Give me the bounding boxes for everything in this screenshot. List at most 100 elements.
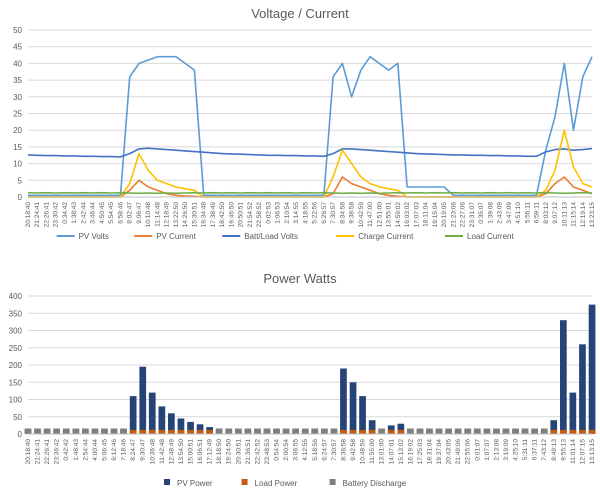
bar-battery-discharge (483, 428, 491, 434)
bar-battery-discharge (330, 428, 338, 434)
x-tick-label: 21:36:51 (245, 439, 252, 465)
x-tick-label: 8:03:12 (543, 202, 550, 224)
x-tick-label: 14:26:50 (182, 202, 189, 228)
y-tick-label: 10 (13, 160, 22, 169)
y-tick-label: 5 (18, 176, 23, 185)
x-tick-label: 11:15:14 (571, 202, 578, 227)
legend-swatch (241, 479, 248, 485)
x-tick-label: 19:24:50 (226, 439, 233, 465)
y-tick-label: 300 (9, 327, 23, 336)
legend-label: Load Power (255, 479, 298, 488)
bar-battery-discharge (426, 428, 433, 434)
x-tick-label: 22:58:52 (256, 202, 263, 228)
bar-pv-power (387, 425, 395, 434)
bar-battery-discharge (34, 428, 41, 434)
bar-load-power (387, 429, 395, 434)
x-tick-label: 11:14:48 (154, 202, 161, 227)
x-tick-label: 2:10:54 (284, 202, 291, 224)
x-tick-label: 9:55:13 (560, 439, 567, 461)
x-tick-label: 16:34:48 (201, 202, 208, 228)
bar-load-power (187, 429, 194, 434)
legend-item-load-current: Load Current (445, 232, 514, 241)
x-tick-label: 3:46:44 (90, 202, 97, 224)
bar-pv-power (139, 366, 147, 434)
bar-battery-discharge (120, 428, 127, 434)
chart-legend: PV Volts PV Current Batt/Load Volts Charge … (56, 232, 514, 241)
x-tick-label: 14:59:02 (395, 202, 402, 228)
x-tick-label: 4:18:55 (302, 202, 309, 224)
chart-series (27, 55, 593, 198)
x-tick-label: 10:11:13 (561, 202, 568, 227)
y-tick-label: 0 (18, 430, 23, 439)
bar-battery-discharge (225, 428, 233, 434)
x-tick-label: 2:54:44 (82, 439, 89, 461)
series-line-batt-load-volts (27, 147, 593, 158)
x-tick-label: 6:59:11 (534, 202, 541, 224)
x-tick-label: 3:19:09 (503, 439, 510, 461)
x-tick-label: 20:18:40 (25, 439, 32, 465)
y-tick-label: 50 (13, 413, 22, 422)
x-tick-label: 22:26:41 (44, 439, 51, 465)
bar-load-power (177, 429, 185, 434)
x-tick-label: 5:18:56 (312, 439, 319, 461)
x-tick-label: 20:43:05 (446, 439, 453, 465)
bar-battery-discharge (416, 428, 424, 434)
chart-series (24, 304, 596, 435)
bar-battery-discharge (454, 428, 462, 434)
x-tick-label: 11:42:48 (159, 439, 166, 464)
x-tick-label: 10:42:59 (358, 202, 365, 228)
y-tick-label: 100 (9, 396, 23, 405)
x-axis-ticks: 20:18:40 21:24:41 22:26:41 23:36:42 0:42:42 1… (25, 433, 596, 465)
bar-battery-discharge (72, 428, 80, 434)
x-tick-label: 1:07:07 (484, 439, 491, 461)
x-tick-label: 14:07:01 (388, 439, 395, 465)
y-tick-label: 400 (9, 292, 23, 301)
bar-battery-discharge (521, 428, 529, 434)
y-tick-label: 200 (9, 361, 23, 370)
bar-battery-discharge (244, 428, 252, 434)
bar-load-power (579, 429, 586, 434)
bar-pv-power (579, 344, 586, 434)
x-tick-label: 3:14:55 (293, 202, 300, 224)
y-tick-label: 30 (13, 93, 22, 102)
legend-label: PV Power (177, 479, 213, 488)
x-tick-label: 7:18:46 (121, 439, 128, 461)
x-tick-label: 18:11:04 (423, 202, 430, 227)
bar-battery-discharge (53, 428, 60, 434)
bar-battery-discharge (82, 428, 89, 434)
x-tick-label: 15:00:51 (188, 439, 195, 465)
x-tick-label: 13:01:00 (379, 439, 386, 465)
x-tick-label: 0:01:07 (474, 439, 481, 461)
x-tick-label: 0:02:53 (265, 202, 272, 224)
x-tick-label: 19:15:04 (432, 202, 439, 228)
x-tick-label: 4:12:55 (302, 439, 309, 461)
bar-battery-discharge (301, 428, 309, 434)
x-tick-label: 19:46:50 (228, 202, 235, 228)
legend-label: Batt/Load Volts (244, 232, 298, 241)
bar-pv-power (349, 382, 357, 435)
x-tick-label: 13:23:15 (589, 202, 596, 228)
x-tick-label: 5:54:45 (108, 202, 115, 224)
y-tick-label: 50 (13, 26, 22, 35)
bar-pv-power (196, 424, 204, 434)
series-pv-power (129, 304, 596, 435)
x-tick-label: 12:51:00 (376, 202, 383, 228)
bar-battery-discharge (378, 428, 385, 434)
x-tick-label: 16:19:02 (407, 439, 414, 465)
y-tick-label: 0 (18, 193, 23, 202)
series-line-pv-volts (28, 55, 593, 197)
legend-item-load-power: Load Power (241, 479, 298, 488)
bar-battery-discharge (464, 428, 472, 434)
x-tick-label: 9:07:12 (552, 202, 559, 224)
x-tick-label: 10:10:48 (145, 202, 152, 228)
bar-pv-power (560, 320, 567, 434)
x-tick-label: 4:50:45 (99, 202, 106, 224)
x-tick-label: 0:54:54 (274, 439, 281, 461)
x-tick-label: 13:55:01 (386, 202, 393, 228)
series-load-power (24, 429, 596, 434)
bar-load-power (196, 429, 204, 434)
x-tick-label: 21:24:41 (34, 202, 41, 228)
bar-battery-discharge (311, 428, 319, 434)
x-tick-label: 16:06:51 (197, 439, 204, 465)
x-tick-label: 6:12:46 (111, 439, 118, 461)
